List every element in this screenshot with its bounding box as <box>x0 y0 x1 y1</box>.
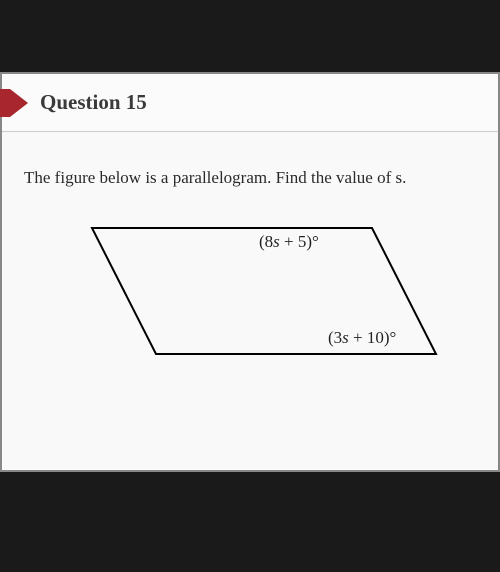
question-number: Question 15 <box>40 90 147 115</box>
arrow-right-icon <box>10 89 28 117</box>
worksheet-panel: Question 15 The figure below is a parall… <box>0 72 500 472</box>
angle-label-top-right: (8s + 5)° <box>259 232 319 252</box>
question-header: Question 15 <box>2 74 498 132</box>
parallelogram-figure: (8s + 5)° (3s + 10)° <box>24 216 464 366</box>
question-prompt: The figure below is a parallelogram. Fin… <box>24 166 480 190</box>
question-content: The figure below is a parallelogram. Fin… <box>2 132 498 376</box>
angle-label-bottom-right: (3s + 10)° <box>328 328 396 348</box>
parallelogram-svg <box>24 216 464 366</box>
